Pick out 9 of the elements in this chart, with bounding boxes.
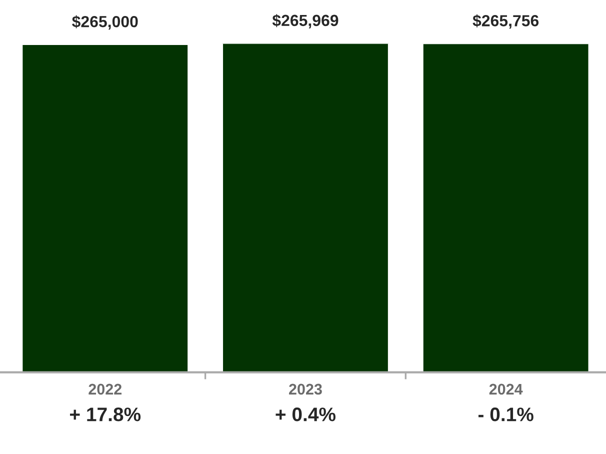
data-label: $265,969 [272,14,338,28]
x-tick-label: 2024 [489,384,523,395]
data-label: $265,000 [72,15,138,30]
x-tick-label: 2022 [88,384,122,395]
text: + 0.4% [276,408,336,422]
text: + 17.8% [70,408,141,422]
text: - 0.1% [478,408,534,422]
x-tick-label: 2023 [289,384,322,395]
data-label: $265,756 [472,14,539,29]
